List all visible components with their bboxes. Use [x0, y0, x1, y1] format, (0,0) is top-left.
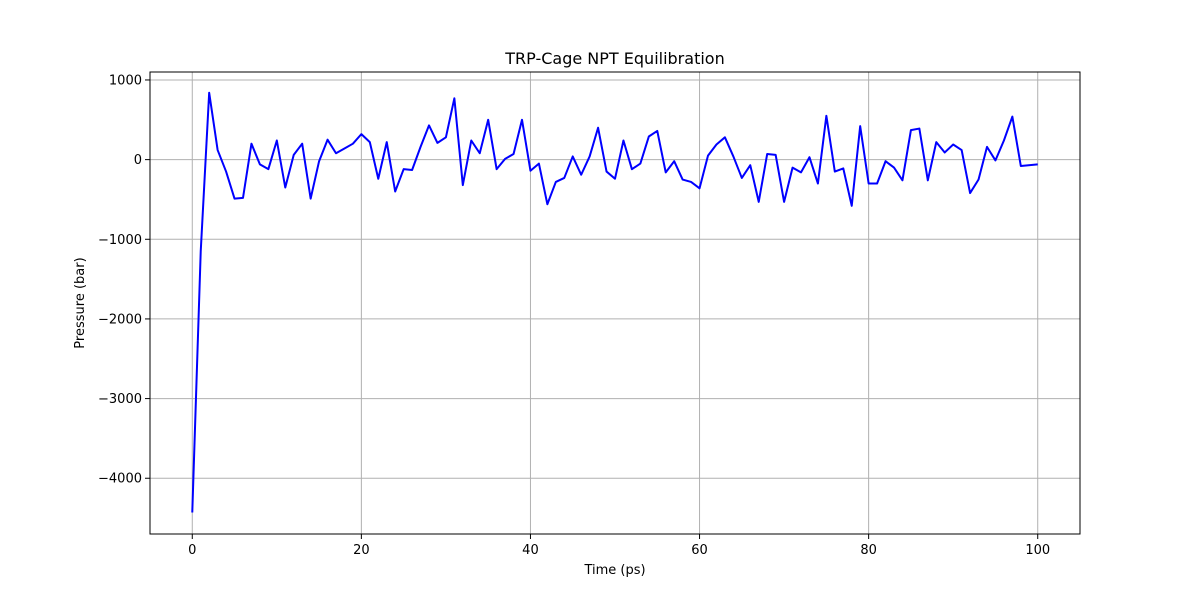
grid-lines: [150, 72, 1080, 534]
y-tick-label: −2000: [98, 312, 142, 327]
y-tick-label: 1000: [109, 73, 142, 88]
y-tick-label: −4000: [98, 472, 142, 487]
x-tick-label: 80: [860, 543, 877, 558]
x-tick-label: 60: [691, 543, 708, 558]
x-tick-label: 0: [188, 543, 196, 558]
y-tick-label: −3000: [98, 392, 142, 407]
plot-frame: [149, 71, 1081, 535]
y-tick-label: −1000: [98, 233, 142, 248]
x-tick-label: 100: [1025, 543, 1050, 558]
pressure-series-line: [191, 91, 1038, 513]
x-tick-label: 20: [353, 543, 370, 558]
y-axis-ticks: 1000 0 −1000 −2000 −3000 −4000: [98, 73, 150, 487]
x-axis-label: Time (ps): [583, 563, 645, 578]
plot-series: [191, 91, 1038, 513]
x-tick-label: 40: [522, 543, 539, 558]
y-tick-label: 0: [134, 153, 142, 168]
y-axis-label: Pressure (bar): [73, 257, 88, 348]
x-axis-ticks: 0 20 40 60 80 100: [188, 534, 1050, 558]
chart-title: TRP-Cage NPT Equilibration: [504, 49, 724, 68]
